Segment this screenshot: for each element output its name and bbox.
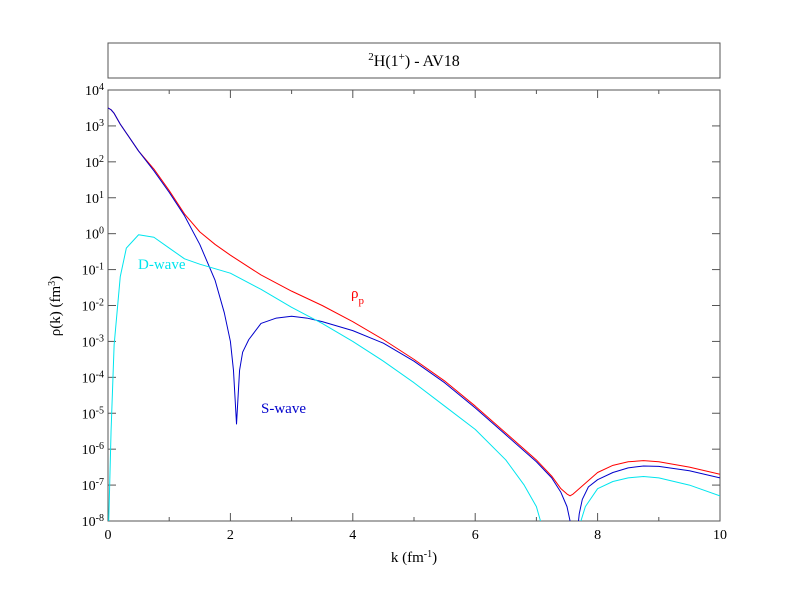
d-wave-label: D-wave: [138, 257, 186, 273]
y-tick-label: 10-2: [82, 297, 104, 315]
x-tick-labels: 0 2 4 6 8 10: [105, 528, 728, 543]
x-tick-label: 8: [594, 528, 601, 543]
x-axis-title: k (fm-1): [391, 549, 437, 567]
x-tick-label: 6: [472, 528, 479, 543]
y-axis-title: ρ(k) (fm3): [47, 276, 65, 336]
y-tick-label: 10-3: [82, 333, 104, 351]
y-tick-label: 104: [85, 82, 104, 100]
y-tick-label: 102: [85, 153, 104, 171]
rho-p-label: ρp: [351, 286, 365, 307]
s-wave-label: S-wave: [261, 401, 306, 417]
y-tick-label: 103: [85, 117, 104, 135]
y-tick-label: 10-1: [82, 261, 104, 279]
plot-frame: [107, 89, 721, 522]
title-frame: [107, 42, 721, 79]
axis-ticks: [107, 89, 721, 522]
s-wave-line: [108, 107, 720, 521]
y-tick-label: 10-7: [82, 477, 104, 495]
y-tick-label: 10-8: [82, 513, 104, 531]
y-tick-label: 10-6: [82, 441, 104, 459]
chart-title: 2H(1+) - AV18: [368, 51, 459, 70]
y-tick-label: 10-5: [82, 405, 104, 423]
series-lines: [108, 107, 720, 521]
y-tick-label: 101: [85, 189, 104, 207]
y-tick-label: 100: [85, 225, 104, 243]
x-tick-label: 4: [349, 528, 356, 543]
x-tick-label: 2: [227, 528, 234, 543]
y-tick-label: 10-4: [82, 369, 104, 387]
x-tick-label: 10: [713, 528, 727, 543]
x-tick-label: 0: [105, 528, 112, 543]
y-tick-labels: 10-8 10-7 10-6 10-5 10-4 10-3 10-2 10-1 100 101 10…: [82, 82, 104, 531]
rho-p-line: [108, 107, 720, 497]
d-wave-line: [108, 234, 720, 521]
